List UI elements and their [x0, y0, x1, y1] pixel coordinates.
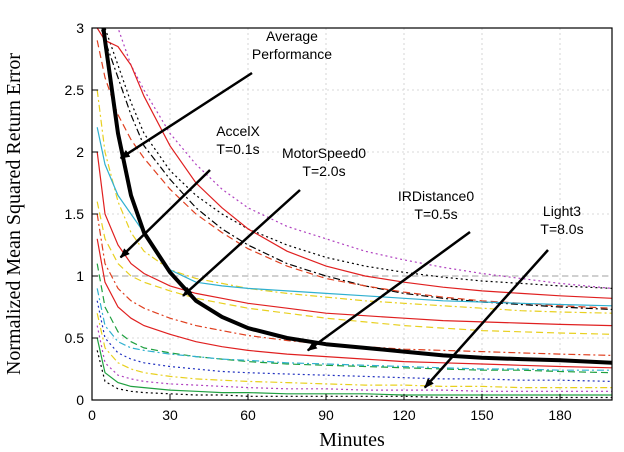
series-line: [96, 350, 612, 399]
y-tick-label: 1.5: [65, 206, 85, 222]
series-line: [96, 28, 612, 299]
annotation-arrow: [119, 71, 253, 160]
annotation-label: T=0.5s: [414, 206, 457, 222]
annotation-label: T=0.1s: [216, 141, 259, 157]
series-line: [96, 337, 612, 396]
series-line: [96, 89, 612, 314]
series-line: [96, 238, 612, 369]
series-line: [96, 213, 612, 356]
x-tick-label: 180: [548, 407, 572, 423]
series-line: [96, 201, 612, 335]
annotation-label: MotorSpeed0: [282, 145, 366, 161]
series-line: [104, 28, 612, 289]
x-tick-label: 0: [88, 407, 96, 423]
x-tick-label: 90: [318, 407, 334, 423]
series-line: [96, 127, 612, 307]
y-tick-label: 1: [76, 268, 84, 284]
series-line: [96, 288, 612, 371]
average-layer: [101, 28, 612, 365]
annotation-label: IRDistance0: [398, 188, 474, 204]
series-line: [96, 325, 612, 392]
annotation-arrow: [423, 249, 549, 389]
annotation-label: AccelX: [216, 123, 260, 139]
series-line: [117, 28, 612, 289]
x-axis-title: Minutes: [319, 429, 385, 451]
series-line: [100, 28, 612, 311]
x-tick-label: 120: [392, 407, 416, 423]
annotation-layer: Average Performance AccelX T=0.1s MotorSpeed…: [119, 28, 584, 389]
y-tick-label: 0: [76, 392, 84, 408]
series-line: [96, 151, 612, 327]
y-tick-label: 2.5: [65, 82, 85, 98]
annotation-label: Performance: [252, 46, 332, 62]
tick-layer: 0 30 60 90 120 150 180 0 0.5 1 1.5 2 2.5 3: [65, 20, 572, 423]
series-line: [96, 40, 612, 309]
annotation-arrow: [182, 189, 301, 297]
series-layer: [96, 28, 612, 399]
x-tick-label: 60: [240, 407, 256, 423]
annotation-arrow: [306, 230, 471, 352]
x-tick-label: 150: [470, 407, 494, 423]
annotation-label: Light3: [543, 203, 581, 219]
y-tick-label: 3: [76, 20, 84, 36]
x-tick-label: 30: [162, 407, 178, 423]
y-axis-title: Normalized Mean Squared Return Error: [3, 53, 25, 375]
annotation-label: Average: [266, 28, 318, 44]
grid-layer: [91, 27, 612, 401]
average-performance-line: [101, 28, 612, 365]
y-tick-label: 0.5: [65, 330, 85, 346]
annotation-label: T=2.0s: [302, 163, 345, 179]
y-tick-label: 2: [76, 144, 84, 160]
annotation-arrow: [119, 169, 211, 259]
annotation-label: T=8.0s: [540, 221, 583, 237]
series-line: [96, 300, 612, 382]
